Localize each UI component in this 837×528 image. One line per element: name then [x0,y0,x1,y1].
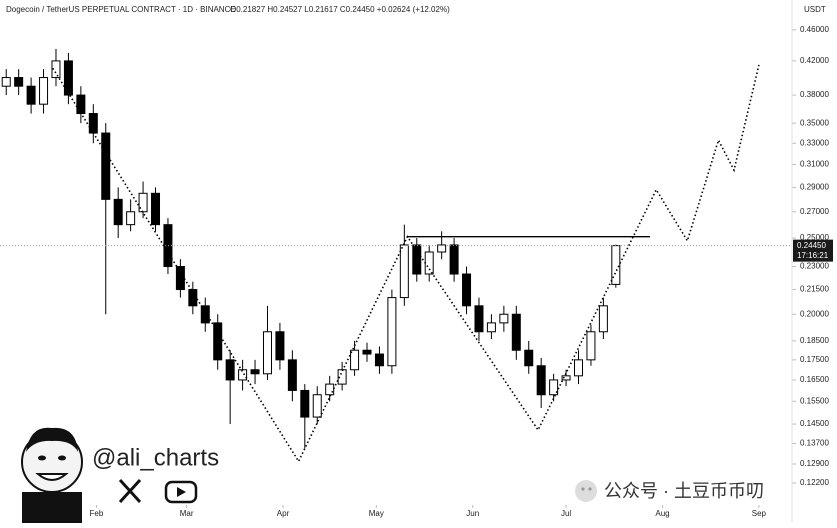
y-tick-label: 0.14500 [800,419,829,428]
candle-body [138,192,148,213]
candle-body [412,244,422,275]
x-tick-label: Aug [655,509,669,518]
y-tick-label: 0.25000 [800,233,829,242]
candle-body [51,60,61,79]
x-tick-label: Jun [466,509,479,518]
candle-body [101,132,111,200]
candle-body [188,289,198,307]
candle-body [350,349,360,371]
y-tick-label: 0.15500 [800,396,829,405]
candle-body [39,77,49,105]
x-tick-label: Feb [90,509,104,518]
y-tick-label: 0.38000 [800,90,829,99]
candle-body [536,365,546,396]
candle-body [399,244,409,299]
y-tick-label: 0.17500 [800,355,829,364]
candle-body [499,313,509,324]
last-price-tag [793,239,833,262]
candle-body [486,322,496,333]
candle-body [250,369,260,375]
youtube-icon [164,480,198,504]
y-tick-label: 0.27000 [800,207,829,216]
y-tick-label: 0.29000 [800,182,829,191]
y-tick-label: 0.42000 [800,56,829,65]
y-tick-label: 0.31000 [800,160,829,169]
candle-body [362,349,372,355]
candle-body [262,331,272,375]
y-tick-label: 0.35000 [800,118,829,127]
x-tick-label: May [369,509,384,518]
x-tick-label: Sep [752,509,767,518]
y-tick-label: 0.16500 [800,375,829,384]
candle-body [26,85,36,105]
candle-body [275,331,285,361]
x-icon [118,478,142,504]
candle-body [200,305,210,324]
y-tick-label: 0.12200 [800,478,829,487]
candle-body [287,359,297,391]
candle-body [574,359,584,377]
y-tick-label: 0.46000 [800,25,829,34]
candle-body [63,60,73,96]
candle-body [312,394,322,418]
avatar [21,427,83,523]
candle-body [561,375,571,381]
candle-body [462,273,472,307]
candle-body [113,198,123,226]
candle-body [387,297,397,367]
candle-body [14,77,24,87]
candle-body [586,331,596,361]
watermark: 公众号 · 土豆币币叨 [604,481,764,501]
x-tick-label: Jul [561,509,571,518]
candle-body [300,389,310,418]
candle-body [213,322,223,361]
y-tick-label: 0.33000 [800,138,829,147]
ohlc-readout: O0.21827 H0.24527 L0.21617 C0.24450 +0.0… [230,5,450,14]
y-axis-unit: USDT [804,5,826,14]
last-price-label: 0.24450 [797,241,826,250]
candle-body [449,244,459,275]
candle-body [325,383,335,396]
candle-body [76,94,86,115]
candle-body [549,379,559,396]
x-tick-label: Mar [180,509,194,518]
candle-body [238,369,248,381]
plot: 0.46000 0.42000 0.38000 0.35000 0.33000 0.310… [0,25,833,518]
candle-body [511,313,521,351]
candle-body [1,77,11,87]
candle-body [424,251,434,275]
chart-title: Dogecoin / TetherUS PERPETUAL CONTRACT ·… [6,5,236,14]
y-tick-label: 0.13700 [800,439,829,448]
y-tick-label: 0.12900 [800,459,829,468]
wechat-icon [575,480,597,502]
candle-body [524,349,534,367]
candle-body [225,359,235,381]
candle-body [598,305,608,333]
candle-body [175,266,185,291]
candle-body [151,192,161,226]
candle-body [88,113,98,134]
candle-body [611,245,621,285]
y-tick-label: 0.18500 [800,336,829,345]
candle-body [474,305,484,333]
candle-body [437,244,447,253]
x-tick-label: Apr [277,509,290,518]
y-tick-label: 0.23000 [800,262,829,271]
y-tick-label: 0.21500 [800,285,829,294]
countdown: 17:16:21 [797,251,829,260]
candle-body [374,353,384,367]
y-tick-label: 0.20000 [800,309,829,318]
candle-body [126,211,136,226]
handle: @ali_charts [92,444,219,471]
